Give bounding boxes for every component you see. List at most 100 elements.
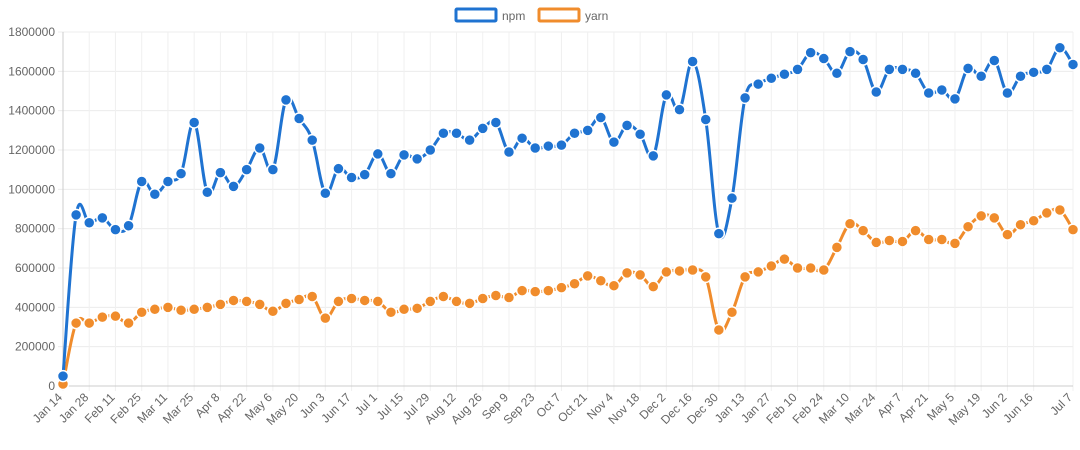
yarn-point[interactable] [712, 323, 726, 337]
yarn-point[interactable] [765, 259, 778, 273]
yarn-point[interactable] [424, 295, 437, 308]
yarn-point[interactable] [109, 309, 122, 323]
npm-point[interactable] [450, 127, 463, 140]
npm-point[interactable] [909, 67, 922, 80]
yarn-point[interactable] [201, 301, 214, 314]
npm-point[interactable] [384, 167, 398, 180]
yarn-point[interactable] [266, 305, 280, 318]
yarn-point[interactable] [633, 268, 647, 282]
yarn-point[interactable] [961, 220, 975, 233]
npm-point[interactable] [214, 166, 227, 179]
npm-point[interactable] [96, 211, 109, 225]
npm-point[interactable] [699, 113, 712, 126]
yarn-point[interactable] [371, 295, 385, 308]
yarn-point[interactable] [279, 297, 293, 310]
legend-item-yarn[interactable]: yarn [537, 7, 608, 23]
npm-point[interactable] [948, 92, 962, 106]
yarn-point[interactable] [135, 306, 148, 319]
npm-point[interactable] [279, 93, 293, 107]
npm-point[interactable] [1027, 66, 1040, 79]
npm-point[interactable] [240, 163, 253, 176]
yarn-point[interactable] [804, 261, 817, 275]
yarn-point[interactable] [489, 289, 503, 302]
npm-point[interactable] [476, 122, 489, 135]
legend[interactable]: npm yarn [454, 7, 608, 23]
npm-point[interactable] [843, 45, 857, 58]
yarn-point[interactable] [843, 217, 857, 230]
npm-point[interactable] [869, 85, 883, 99]
yarn-point[interactable] [437, 290, 450, 303]
npm-point[interactable] [581, 124, 594, 137]
yarn-point[interactable] [463, 297, 476, 310]
npm-point[interactable] [187, 116, 201, 129]
npm-point[interactable] [896, 63, 909, 76]
npm-point[interactable] [883, 63, 896, 76]
npm-point[interactable] [437, 127, 450, 140]
npm-point[interactable] [122, 219, 135, 232]
npm-point[interactable] [528, 141, 542, 155]
yarn-point[interactable] [817, 263, 831, 277]
yarn-point[interactable] [896, 235, 909, 248]
npm-point[interactable] [305, 133, 319, 147]
npm-point[interactable] [751, 77, 765, 91]
npm-point[interactable] [227, 180, 240, 193]
npm-point[interactable] [201, 186, 214, 199]
npm-point[interactable] [974, 70, 988, 83]
yarn-point[interactable] [187, 303, 201, 316]
yarn-point[interactable] [161, 301, 175, 314]
npm-point[interactable] [345, 171, 358, 184]
npm-point[interactable] [922, 86, 935, 100]
yarn-point[interactable] [581, 269, 594, 283]
yarn-point[interactable] [358, 294, 371, 307]
yarn-point[interactable] [174, 304, 188, 317]
npm-point[interactable] [161, 175, 175, 188]
npm-point[interactable] [1066, 58, 1080, 71]
yarn-point[interactable] [410, 302, 424, 315]
npm-point[interactable] [174, 167, 188, 180]
yarn-point[interactable] [1001, 228, 1014, 241]
npm-point[interactable] [935, 83, 949, 97]
yarn-point[interactable] [607, 279, 621, 292]
npm-point[interactable] [673, 103, 686, 116]
yarn-point[interactable] [122, 316, 135, 330]
yarn-point[interactable] [1014, 218, 1027, 231]
npm-point[interactable] [332, 162, 345, 175]
npm-point[interactable] [463, 133, 476, 147]
yarn-point[interactable] [1040, 206, 1054, 220]
npm-point[interactable] [817, 52, 831, 65]
legend-item-npm[interactable]: npm [454, 7, 525, 23]
yarn-point[interactable] [830, 241, 844, 254]
npm-point[interactable] [568, 127, 581, 140]
npm-point[interactable] [988, 54, 1001, 67]
yarn-point[interactable] [240, 295, 253, 308]
yarn-point[interactable] [856, 224, 870, 237]
yarn-point[interactable] [148, 303, 162, 316]
npm-point[interactable] [1053, 41, 1067, 54]
yarn-point[interactable] [253, 298, 267, 311]
yarn-point[interactable] [673, 264, 686, 278]
yarn-point[interactable] [974, 209, 988, 223]
yarn-point[interactable] [620, 266, 634, 280]
yarn-point[interactable] [96, 310, 109, 324]
yarn-point[interactable] [988, 211, 1001, 225]
npm-point[interactable] [961, 62, 975, 75]
npm-point[interactable] [1001, 86, 1014, 100]
npm-point[interactable] [410, 152, 424, 166]
yarn-point[interactable] [332, 295, 345, 308]
npm-point[interactable] [502, 145, 516, 159]
yarn-point[interactable] [476, 292, 489, 305]
npm-point[interactable] [109, 223, 122, 236]
yarn-point[interactable] [1066, 223, 1080, 236]
yarn-point[interactable] [699, 270, 712, 284]
npm-point[interactable] [397, 148, 411, 162]
npm-point[interactable] [489, 116, 503, 129]
npm-point[interactable] [82, 216, 96, 230]
yarn-point[interactable] [791, 261, 804, 275]
npm-point[interactable] [856, 53, 870, 66]
npm-point[interactable] [358, 168, 371, 181]
npm-point[interactable] [371, 147, 385, 161]
yarn-point[interactable] [1027, 214, 1040, 228]
npm-point[interactable] [253, 141, 267, 155]
yarn-point[interactable] [594, 274, 608, 288]
yarn-point[interactable] [1053, 203, 1067, 217]
